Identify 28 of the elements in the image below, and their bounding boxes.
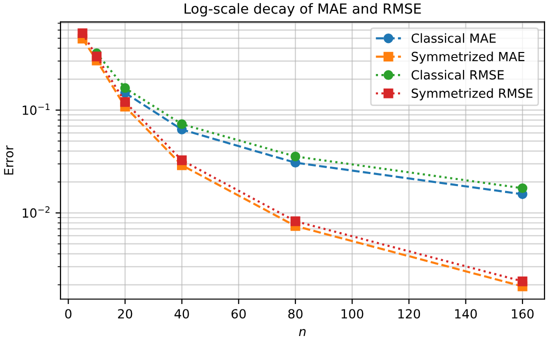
legend-label: Classical RMSE: [412, 70, 504, 80]
y-axis-title: Error: [4, 145, 14, 175]
legend-label: Symmetrized RMSE: [412, 88, 532, 100]
x-tick-label: 60: [232, 309, 246, 319]
x-tick-label: 140: [455, 309, 477, 319]
legend-label: Classical MAE: [412, 33, 496, 43]
point: [290, 216, 300, 226]
chart-title: Log-scale decay of MAE and RMSE: [184, 3, 421, 17]
x-tick-label: 40: [174, 309, 189, 319]
x-axis-title: n: [298, 329, 306, 336]
y-tick-label: 10$^{−2}$: [22, 206, 50, 218]
x-tick-label: 80: [288, 309, 303, 319]
x-tick-label: 120: [398, 309, 420, 319]
point: [290, 152, 300, 162]
point: [518, 276, 528, 286]
point: [92, 52, 102, 62]
x-tick-label: 20: [118, 309, 132, 319]
x-tick-label: 100: [342, 309, 364, 319]
point: [176, 155, 187, 166]
point: [120, 83, 130, 93]
legend-label: Symmetrized MAE: [412, 52, 524, 64]
x-tick-label: 0: [65, 309, 72, 319]
x-tick-label: 160: [512, 309, 534, 319]
y-tick-label: 10$^{−1}$: [22, 104, 50, 115]
point: [120, 97, 130, 107]
point: [78, 28, 88, 38]
point: [176, 119, 187, 130]
point: [518, 183, 528, 194]
